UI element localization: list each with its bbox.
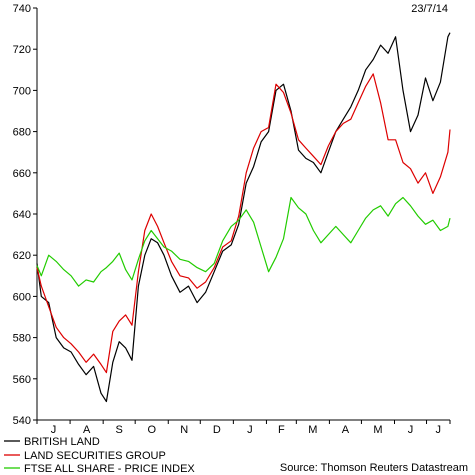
- y-tick-label: 540: [13, 415, 31, 427]
- y-tick-label: 560: [13, 374, 31, 386]
- y-tick-label: 580: [13, 333, 31, 345]
- legend-label-british-land: BRITISH LAND: [24, 436, 100, 448]
- source-label: Source: Thomson Reuters Datastream: [280, 462, 468, 474]
- x-tick-label: O: [147, 424, 156, 436]
- series-line-land-securities-group: [36, 73, 451, 374]
- legend-label-land-securities: LAND SECURITIES GROUP: [24, 450, 166, 462]
- x-tick-label: J: [247, 424, 253, 436]
- x-tick-label: J: [436, 424, 442, 436]
- y-tick-label: 660: [13, 168, 31, 180]
- y-tick-label: 700: [13, 85, 31, 97]
- series-lines: [36, 32, 451, 403]
- series-line-british-land: [36, 32, 451, 403]
- x-tick-label: M: [308, 424, 317, 436]
- y-tick-label: 640: [13, 209, 31, 221]
- legend: BRITISH LAND LAND SECURITIES GROUP FTSE …: [4, 436, 195, 475]
- series-line-ftse-all-share-price-index: [36, 196, 451, 287]
- x-tick-label: D: [213, 424, 221, 436]
- date-label: 23/7/14: [411, 3, 448, 15]
- x-tick-label: F: [278, 424, 285, 436]
- y-tick-label: 600: [13, 291, 31, 303]
- y-tick-label: 740: [13, 3, 31, 15]
- legend-label-ftse-all-share: FTSE ALL SHARE - PRICE INDEX: [24, 463, 195, 475]
- x-tick-label: N: [180, 424, 188, 436]
- x-tick-label: M: [373, 424, 382, 436]
- x-tick-label: A: [342, 424, 350, 436]
- y-tick-label: 620: [13, 250, 31, 262]
- x-tick-label: S: [116, 424, 123, 436]
- y-axis: 540 560 580 600 620 640 660 680 700 720 740: [13, 3, 38, 427]
- x-tick-label: J: [51, 424, 57, 436]
- y-tick-label: 680: [13, 127, 31, 139]
- y-tick-label: 720: [13, 44, 31, 56]
- x-tick-label: J: [408, 424, 414, 436]
- x-tick-label: A: [83, 424, 91, 436]
